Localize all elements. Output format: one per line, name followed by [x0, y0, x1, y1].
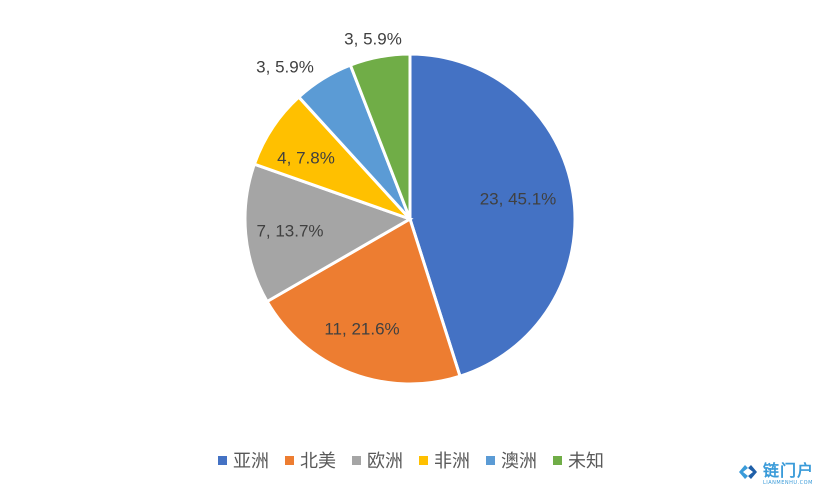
legend-swatch-africa	[419, 455, 428, 465]
chart-legend: 亚洲 北美 欧洲 非洲 澳洲 未知	[0, 447, 822, 473]
data-label-unknown: 3, 5.9%	[344, 29, 402, 48]
legend-label-africa: 非洲	[434, 451, 470, 472]
legend-label-north-america: 北美	[300, 451, 336, 472]
watermark-logo: 链门户 LIANMENHU.COM	[736, 461, 814, 487]
pie-slice-asia	[408, 52, 577, 379]
legend-swatch-australia	[486, 455, 495, 465]
watermark-subtitle: LIANMENHU.COM	[763, 479, 813, 486]
legend-swatch-europe	[352, 455, 361, 465]
legend-swatch-asia	[218, 455, 227, 465]
legend-item-unknown: 未知	[553, 447, 604, 473]
legend-swatch-north-america	[285, 455, 294, 465]
legend-label-australia: 澳洲	[501, 451, 537, 472]
data-label-africa: 4, 7.8%	[277, 148, 335, 167]
pie-slice-north-america	[265, 216, 462, 386]
legend-item-north-america: 北美	[285, 447, 336, 473]
data-label-australia: 3, 5.9%	[256, 57, 314, 76]
legend-label-europe: 欧洲	[367, 451, 403, 472]
chain-link-logo-icon	[736, 461, 760, 487]
pie-slice-unknown	[348, 52, 412, 220]
data-label-europe: 7, 13.7%	[256, 221, 323, 240]
data-label-north-america: 11, 21.6%	[324, 319, 399, 338]
data-label-asia: 23, 45.1%	[480, 189, 557, 208]
legend-label-asia: 亚洲	[233, 451, 269, 472]
legend-item-africa: 非洲	[419, 447, 470, 473]
legend-swatch-unknown	[553, 455, 562, 465]
legend-label-unknown: 未知	[568, 451, 604, 472]
legend-item-asia: 亚洲	[218, 447, 269, 473]
legend-item-australia: 澳洲	[486, 447, 537, 473]
pie-slice-europe	[243, 162, 414, 304]
legend-item-europe: 欧洲	[352, 447, 403, 473]
watermark-name: 链门户	[763, 460, 815, 480]
